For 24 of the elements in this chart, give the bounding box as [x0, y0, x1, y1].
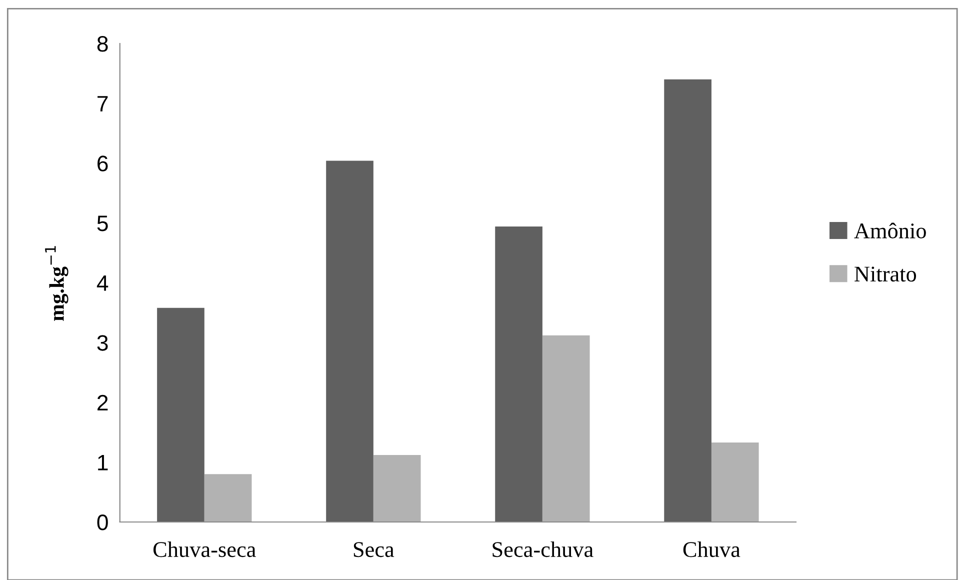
y-tick-label: 6: [98, 156, 108, 172]
bar: [664, 79, 712, 522]
y-tick-label: 3: [97, 335, 108, 351]
x-tick-label: Seca-chuva: [492, 541, 594, 558]
y-axis-title: mg.kg$^{−1}$: [45, 246, 68, 321]
bar: [326, 160, 374, 522]
y-tick-label: 4: [96, 276, 108, 291]
x-tick-label: Chuva-seca: [153, 541, 256, 558]
y-tick-label: 1: [98, 454, 108, 470]
y-tick-label: 8: [97, 36, 108, 52]
y-tick-label: 7: [98, 96, 108, 112]
x-tick-label: Seca: [354, 542, 394, 558]
x-tick-label: Chuva: [683, 541, 740, 558]
bar: [373, 455, 421, 522]
bar: [204, 474, 252, 522]
bar: [711, 442, 759, 522]
bar: [495, 226, 542, 522]
legend-label: Amônio: [854, 222, 926, 238]
y-tick-label: 2: [98, 394, 108, 410]
y-tick-label: 0: [97, 514, 108, 530]
y-tick-label: 5: [97, 216, 108, 232]
bar: [157, 308, 204, 522]
bar: [542, 335, 590, 522]
legend-label: Nitrato: [854, 266, 916, 282]
